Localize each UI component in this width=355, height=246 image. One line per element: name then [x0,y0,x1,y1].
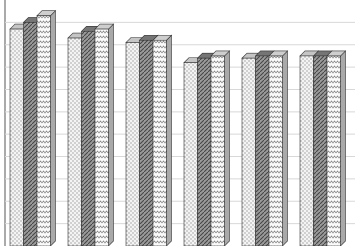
bar [255,55,270,246]
bar [23,22,38,246]
bar [67,37,82,246]
bar-side [108,23,114,246]
bar [299,55,314,246]
bar-side [282,50,288,246]
bar [36,15,51,246]
bar-side [224,50,230,246]
bar [125,42,140,246]
bar [152,39,167,246]
bar [241,57,256,246]
bar [139,39,154,246]
bar [268,55,283,246]
bar [81,31,96,246]
bar-side [340,50,346,246]
bar-side [166,34,172,246]
bar [197,57,212,246]
bar-side [50,9,56,246]
bar [210,55,225,246]
bar [183,62,198,246]
bar [94,28,109,246]
bar [313,55,328,246]
bar [9,28,24,246]
bar [326,55,341,246]
